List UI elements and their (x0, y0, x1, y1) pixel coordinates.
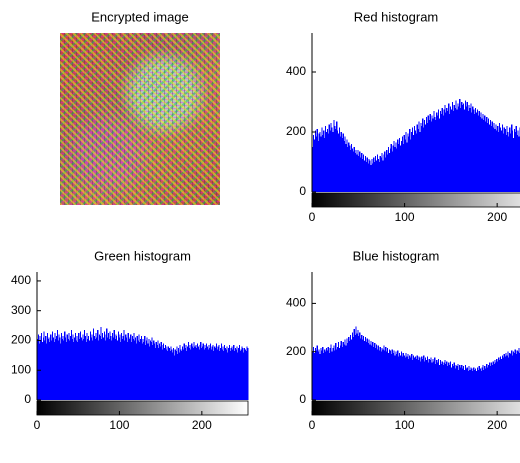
colorbar (312, 401, 520, 415)
y-tick-label: 0 (299, 184, 306, 198)
x-tick-label: 0 (34, 418, 41, 432)
y-tick-label: 400 (11, 273, 31, 287)
y-tick-label: 200 (286, 344, 306, 358)
x-tick-label: 100 (109, 418, 129, 432)
colorbar (312, 193, 520, 207)
y-tick-label: 0 (299, 392, 306, 406)
figure-window: Encrypted image Red histogram 0 200 400 0 100… (0, 0, 520, 463)
x-tick-label: 200 (487, 210, 507, 224)
histogram-bar (247, 348, 248, 400)
x-tick-label: 200 (192, 418, 212, 432)
y-tick-label: 100 (11, 362, 31, 376)
y-tick-label: 400 (286, 296, 306, 310)
figure: Encrypted image Red histogram 0 200 400 0 100… (0, 0, 520, 463)
y-tick-label: 200 (11, 333, 31, 347)
chart-title: Red histogram (354, 9, 439, 24)
y-tick-label: 0 (24, 392, 31, 406)
image-title: Encrypted image (91, 9, 189, 24)
chart-title: Blue histogram (353, 248, 440, 263)
chart-title: Green histogram (94, 248, 191, 263)
x-tick-label: 100 (395, 418, 415, 432)
x-tick-label: 100 (395, 210, 415, 224)
y-tick-label: 400 (286, 64, 306, 78)
y-tick-label: 300 (11, 303, 31, 317)
x-tick-label: 0 (309, 418, 316, 432)
y-tick-label: 200 (286, 124, 306, 138)
x-tick-label: 0 (309, 210, 316, 224)
colorbar (37, 401, 248, 415)
x-tick-label: 200 (487, 418, 507, 432)
